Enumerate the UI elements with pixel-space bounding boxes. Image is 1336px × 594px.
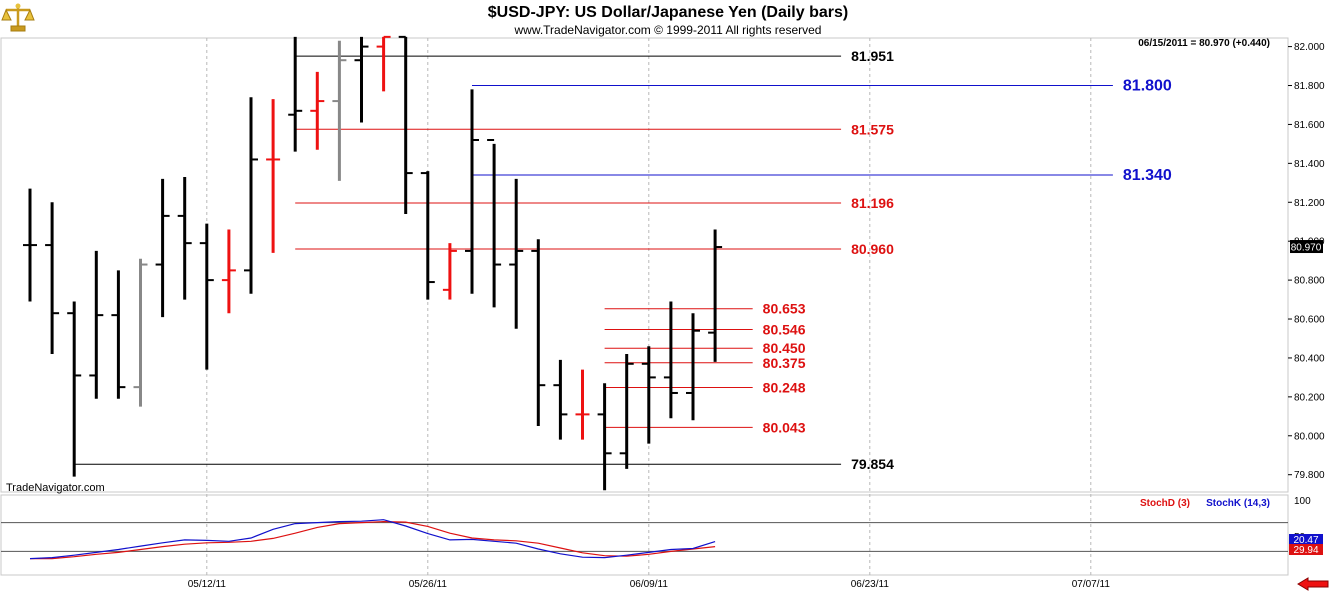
date-tick-label: 05/26/11 [409,579,448,590]
date-tick-label: 07/07/11 [1072,579,1111,590]
price-tick-label: 80.800 [1294,276,1325,287]
gold-scale-logo-icon[interactable] [1,2,35,34]
last-price-marker: 80.970 [1290,240,1323,254]
date-tick-label: 05/12/11 [188,579,227,590]
ohlc-bar [155,178,170,318]
date-tick-label: 06/09/11 [630,579,669,590]
svg-text:29.94: 29.94 [1293,545,1318,556]
ohlc-bar [221,229,236,314]
price-tick-label: 79.800 [1294,470,1325,481]
level-label: 80.546 [763,322,806,338]
stoch-value-box: 29.94 [1289,544,1323,556]
ohlc-bar [177,176,192,300]
ohlc-bar [376,35,391,92]
svg-text:20.47: 20.47 [1293,535,1318,546]
watermark-text: TradeNavigator.com [6,482,105,494]
ohlc-bar [332,40,347,181]
stoch-value-box: 20.47 [1289,534,1323,546]
price-tick-label: 81.200 [1294,198,1325,209]
level-label: 81.340 [1123,167,1172,184]
stoch-tick-label: 100 [1294,496,1311,507]
ohlc-bar [420,171,435,300]
ohlc-bar [111,270,126,399]
ohlc-bar [641,346,656,444]
ohlc-bar [67,301,82,477]
last-price-label: 80.970 [1291,243,1322,254]
ohlc-bar [465,89,479,294]
ohlc-bar [23,188,37,302]
ohlc-bar [597,383,612,491]
ohlc-bar [487,139,502,308]
ohlc-bar [553,359,568,440]
date-axis: 05/12/11 05/26/11 06/09/11 06/23/11 07/07/11 [188,579,1111,590]
ohlc-bar [398,35,413,214]
ohlc-bar [442,243,457,300]
ohlc-bar [133,258,148,407]
price-axis: 82.00081.80081.60081.40081.20081.00080.8… [1288,42,1325,481]
level-label: 81.951 [851,48,894,64]
level-label: 81.196 [851,195,894,211]
price-tick-label: 82.000 [1294,42,1325,53]
copyright-text: www.TradeNavigator.com © 1999-2011 All r… [514,23,822,37]
level-label: 79.854 [851,456,894,472]
price-tick-label: 81.600 [1294,120,1325,131]
level-label: 80.960 [851,241,894,257]
ohlc-bar [531,239,546,427]
price-tick-label: 80.000 [1294,431,1325,442]
ohlc-bar [199,223,214,370]
price-tick-label: 81.800 [1294,81,1325,92]
level-label: 80.043 [763,419,806,435]
ohlc-bar [266,99,281,253]
legend-stochk: StochK (14,3) [1206,498,1270,509]
ohlc-bar [89,250,104,399]
chart-frame [0,37,1289,576]
ohlc-bar [663,301,678,419]
level-lines: 81.951 81.800 81.575 81.340 81.196 80.960 80.6… [74,48,1172,472]
legend-stochd: StochD (3) [1140,498,1190,509]
ohlc-bar [575,369,590,440]
price-tick-label: 80.600 [1294,315,1325,326]
price-tick-label: 80.200 [1294,392,1325,403]
level-label: 80.653 [763,301,806,317]
price-tick-label: 80.400 [1294,353,1325,364]
chart-title: $USD-JPY: US Dollar/Japanese Yen (Daily … [488,4,848,21]
ohlc-bar [45,202,60,355]
ohlc-bar [509,178,524,329]
ohlc-bar [354,36,369,123]
ohlc-bar [708,229,723,362]
ohlc-bar [686,313,700,421]
ohlc-bar [244,97,258,294]
ohlc-bar [310,71,325,150]
last-quote-text: 06/15/2011 = 80.970 (+0.440) [1138,38,1270,49]
level-label: 80.375 [763,355,806,371]
level-label: 80.450 [763,340,806,356]
level-label: 80.248 [763,380,806,396]
stoch-series-line [30,520,716,560]
stoch-series-line [29,519,716,560]
ohlc-bar [619,354,634,469]
red-left-arrow-icon[interactable] [1297,577,1329,591]
ohlc-bar [288,36,303,152]
level-label: 81.800 [1123,78,1172,95]
price-bars [23,35,723,491]
date-tick-label: 06/23/11 [851,579,890,590]
price-tick-label: 81.400 [1294,159,1325,170]
level-label: 81.575 [851,121,894,137]
